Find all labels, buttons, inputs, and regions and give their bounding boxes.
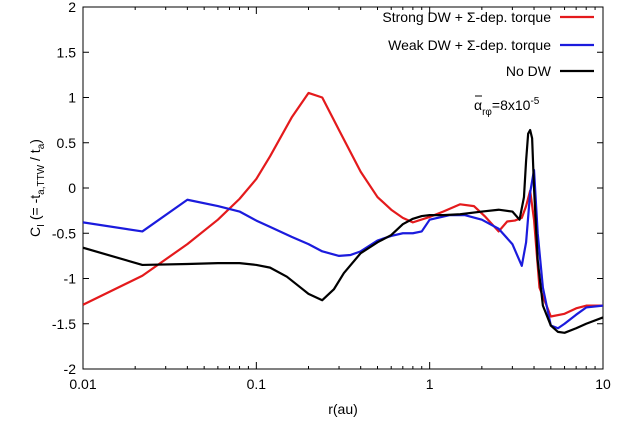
- x-tick-label: 10: [595, 376, 611, 392]
- legend-label-2: Weak DW + Σ-dep. torque: [388, 37, 551, 53]
- y-tick-label: -1.5: [52, 316, 76, 332]
- y-tick-label: -0.5: [52, 225, 76, 241]
- y-label-sub2: a: [36, 143, 47, 149]
- y-axis-label: CI (= -ta,TTW / ta): [27, 139, 47, 237]
- series-line-2: [83, 168, 603, 330]
- x-tick-label: 0.01: [69, 376, 96, 392]
- alpha-annotation: αrφ=8x10-5: [474, 96, 540, 118]
- y-label-main: C: [27, 227, 43, 237]
- legend-label-1: Strong DW + Σ-dep. torque: [382, 9, 551, 25]
- y-tick-label: 0.5: [57, 135, 77, 151]
- x-axis-label: r(au): [328, 401, 358, 417]
- annotation-exp: -5: [530, 96, 539, 107]
- series-line-3: [83, 128, 603, 334]
- x-tick-label: 0.1: [247, 376, 267, 392]
- y-tick-label: 2: [68, 0, 76, 15]
- y-tick-label: 1: [68, 90, 76, 106]
- y-label-main-sub: I: [36, 224, 47, 227]
- y-axis-ticks: -2 -1.5 -1 -0.5 0 0.5 1 1.5 2: [52, 0, 603, 377]
- y-tick-label: -1: [64, 271, 77, 287]
- y-tick-label: -2: [64, 361, 77, 377]
- y-label-open: (= -t: [27, 195, 43, 224]
- x-tick-label: 1: [426, 376, 434, 392]
- legend: Strong DW + Σ-dep. torque Weak DW + Σ-dep…: [382, 9, 594, 79]
- y-label-close: ): [27, 139, 43, 144]
- series-lines: [83, 91, 603, 334]
- x-axis-ticks: 0.01 0.1 1 10: [69, 7, 611, 392]
- y-label-sub1: a,TTW: [36, 164, 47, 195]
- legend-label-3: No DW: [506, 63, 552, 79]
- annotation-main: α: [474, 97, 482, 113]
- y-label-mid: / t: [27, 149, 43, 165]
- y-tick-label: 1.5: [57, 44, 77, 60]
- annotation-sub: rφ: [482, 107, 492, 118]
- annotation-eq: =8x10: [492, 97, 531, 113]
- y-tick-label: 0: [68, 180, 76, 196]
